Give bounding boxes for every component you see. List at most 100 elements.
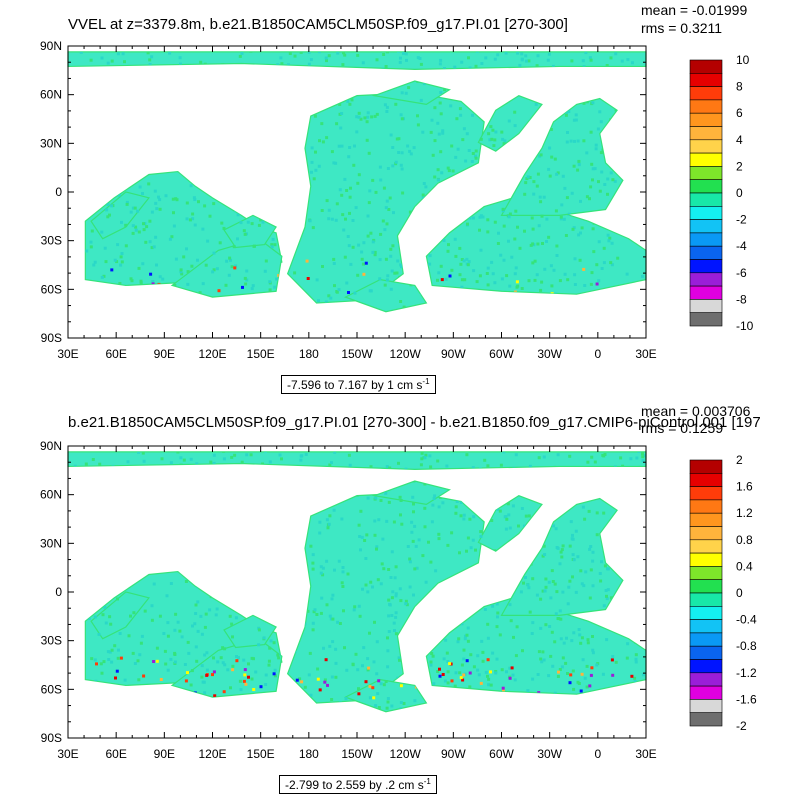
colorbar-label: -4 [736,239,747,253]
colorbar-label: -8 [736,292,747,306]
colorbar-swatch [689,539,723,554]
colorbar-swatch [689,179,723,194]
colorbar-label: 6 [736,106,743,120]
colorbar-swatch [689,312,723,327]
colorbar-swatch [689,579,723,594]
colorbar-label: -1.2 [736,666,757,680]
colorbar-swatch [689,259,723,274]
x-tick-label: 0 [594,747,601,761]
x-tick-label: 30E [635,747,656,761]
contour-info-text: -7.596 to 7.167 by 1 cm s [287,378,423,392]
colorbar-label: 8 [736,80,743,94]
ocean-basin [371,80,451,106]
colorbar-swatch [689,672,723,687]
contour-info-box: -7.596 to 7.167 by 1 cm s-1 [281,375,436,394]
colorbar-swatch [689,192,723,207]
colorbar-swatch [689,459,723,474]
colorbar-swatch [689,126,723,141]
x-tick-label: 150W [341,747,373,761]
ocean-field [67,51,647,313]
x-axis: 30E 60E 90E 120E 150E 180 150W 120W 90W 60W 30W 0 30… [57,46,657,361]
ocean-basin [170,638,283,698]
top-panel: VVEL at z=3379.8m, b.e21.B1850CAM5CLM50S… [40,2,754,394]
y-tick-label: 90N [40,439,62,453]
y-tick-label: 60N [40,88,62,102]
colorbar-label: 0 [736,186,743,200]
colorbar-swatch [689,712,723,727]
x-tick-label: 30W [537,347,562,361]
x-axis: 30E 60E 90E 120E 150E 180 150W 120W 90W 60W 30W 0 30… [57,446,657,761]
y-tick-label: 60N [40,488,62,502]
colorbar-label: -0.8 [736,639,757,653]
colorbar-swatch [689,526,723,541]
y-tick-label: 90N [40,39,62,53]
y-tick-label: 30S [41,634,62,648]
colorbar-swatch [689,552,723,567]
ocean-basin [371,480,451,506]
colorbar-swatch [689,139,723,154]
colorbar-swatch [689,166,723,180]
colorbar-swatch [689,592,723,607]
colorbar-swatch [689,152,723,167]
ocean-basin [477,94,543,152]
colorbar-swatch [689,232,723,247]
colorbar-label: 0 [736,586,743,600]
y-tick-label: 60S [41,282,62,296]
colorbar-label: -10 [736,319,754,333]
colorbar-swatch [689,512,723,527]
y-tick-label: 60S [41,682,62,696]
colorbar-swatch [689,99,723,114]
y-tick-label: 90S [41,331,62,345]
colorbar-swatch [689,473,723,487]
colorbar: 10 8 6 4 2 0 -2 -4 -6 -8 -10 [689,53,754,333]
map-plot: 30E 60E 90E 120E 150E 180 150W 120W 90W 60W 30W 0 30… [40,439,757,761]
y-axis: 90N 60N 30N 0 30S 60S 90S [40,439,646,745]
colorbar-swatch [689,566,723,580]
colorbar-swatch [689,659,723,674]
x-tick-label: 90E [154,347,175,361]
colorbar-swatch [689,486,723,501]
colorbar-swatch [689,86,723,101]
mean-label: mean = 0.003706 [641,403,751,419]
colorbar-label: -2 [736,213,747,227]
colorbar-swatch [689,606,723,620]
colorbar-swatch [689,632,723,647]
x-tick-label: 120W [389,747,421,761]
colorbar-swatch [689,499,723,514]
panel-title: b.e21.B1850CAM5CLM50SP.f09_g17.PI.01 [27… [68,414,761,431]
map-plot: 30E 60E 90E 120E 150E 180 150W 120W 90W 60W 30W 0 30… [40,39,754,361]
x-tick-label: 120E [198,347,226,361]
colorbar-swatch [689,285,723,300]
x-tick-label: 30W [537,747,562,761]
x-tick-label: 150E [247,347,275,361]
x-tick-label: 120W [389,347,421,361]
colorbar-label: -1.6 [736,692,757,706]
mean-label: mean = -0.01999 [641,2,748,18]
colorbar: 2 1.6 1.2 0.8 0.4 0 -0.4 -0.8 -1.2 -1.6 -2 [689,453,757,733]
colorbar-label: 1.2 [736,506,753,520]
ocean-basin [425,197,647,295]
x-tick-label: 180 [299,747,319,761]
colorbar-swatch [689,219,723,234]
colorbar-label: 10 [736,53,750,67]
y-tick-label: 0 [55,185,62,199]
ocean-basin [425,597,647,695]
ocean-basin [170,238,283,298]
x-tick-label: 90W [441,347,466,361]
x-tick-label: 60W [489,747,514,761]
colorbar-label: 2 [736,159,743,173]
x-tick-label: 30E [635,347,656,361]
y-tick-label: 90S [41,731,62,745]
x-tick-label: 120E [198,747,226,761]
colorbar-label: 0.8 [736,533,753,547]
colorbar-swatch [689,619,723,634]
x-tick-label: 60E [105,747,126,761]
y-axis: 90N 60N 30N 0 30S 60S 90S [40,39,646,345]
colorbar-label: -6 [736,266,747,280]
colorbar-swatch [689,685,723,700]
x-tick-label: 60E [105,347,126,361]
x-tick-label: 90W [441,747,466,761]
y-tick-label: 30N [40,536,62,550]
ocean-basin [343,678,428,713]
x-tick-label: 150W [341,347,373,361]
